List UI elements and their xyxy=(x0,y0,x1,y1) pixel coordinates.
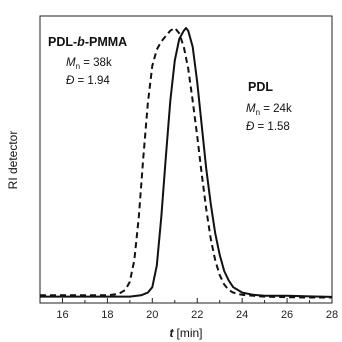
plot-frame xyxy=(39,15,333,304)
series-line-dashed xyxy=(40,27,332,299)
x-tick-label: 22 xyxy=(191,309,203,321)
x-ticks: 16 18 20 22 24 26 28 xyxy=(39,298,338,321)
annotation-1-title: PDL-b-PMMA xyxy=(48,35,127,49)
curves xyxy=(40,27,333,299)
annotation-2-title: PDL xyxy=(248,80,273,94)
x-tick-label: 24 xyxy=(236,309,248,321)
annotation-1-mn: Mn = 38k xyxy=(66,57,112,71)
x-axis-title: t [min] xyxy=(169,326,202,340)
x-tick-label: 26 xyxy=(281,309,293,321)
annotation-2-mn: Mn = 24k xyxy=(246,103,292,117)
annotation-2-dispersity: Đ = 1.58 xyxy=(246,121,290,133)
x-tick-label: 18 xyxy=(101,309,113,321)
series-line-solid xyxy=(40,27,333,298)
x-tick-label: 28 xyxy=(326,309,338,321)
x-axis-unit: [min] xyxy=(176,326,202,340)
x-tick-label: 20 xyxy=(146,309,158,321)
x-axis-var: t xyxy=(169,326,174,340)
x-tick-label: 16 xyxy=(56,309,68,321)
y-axis-title: RI detector xyxy=(6,131,20,190)
annotation-1-dispersity: Đ = 1.94 xyxy=(66,75,110,87)
